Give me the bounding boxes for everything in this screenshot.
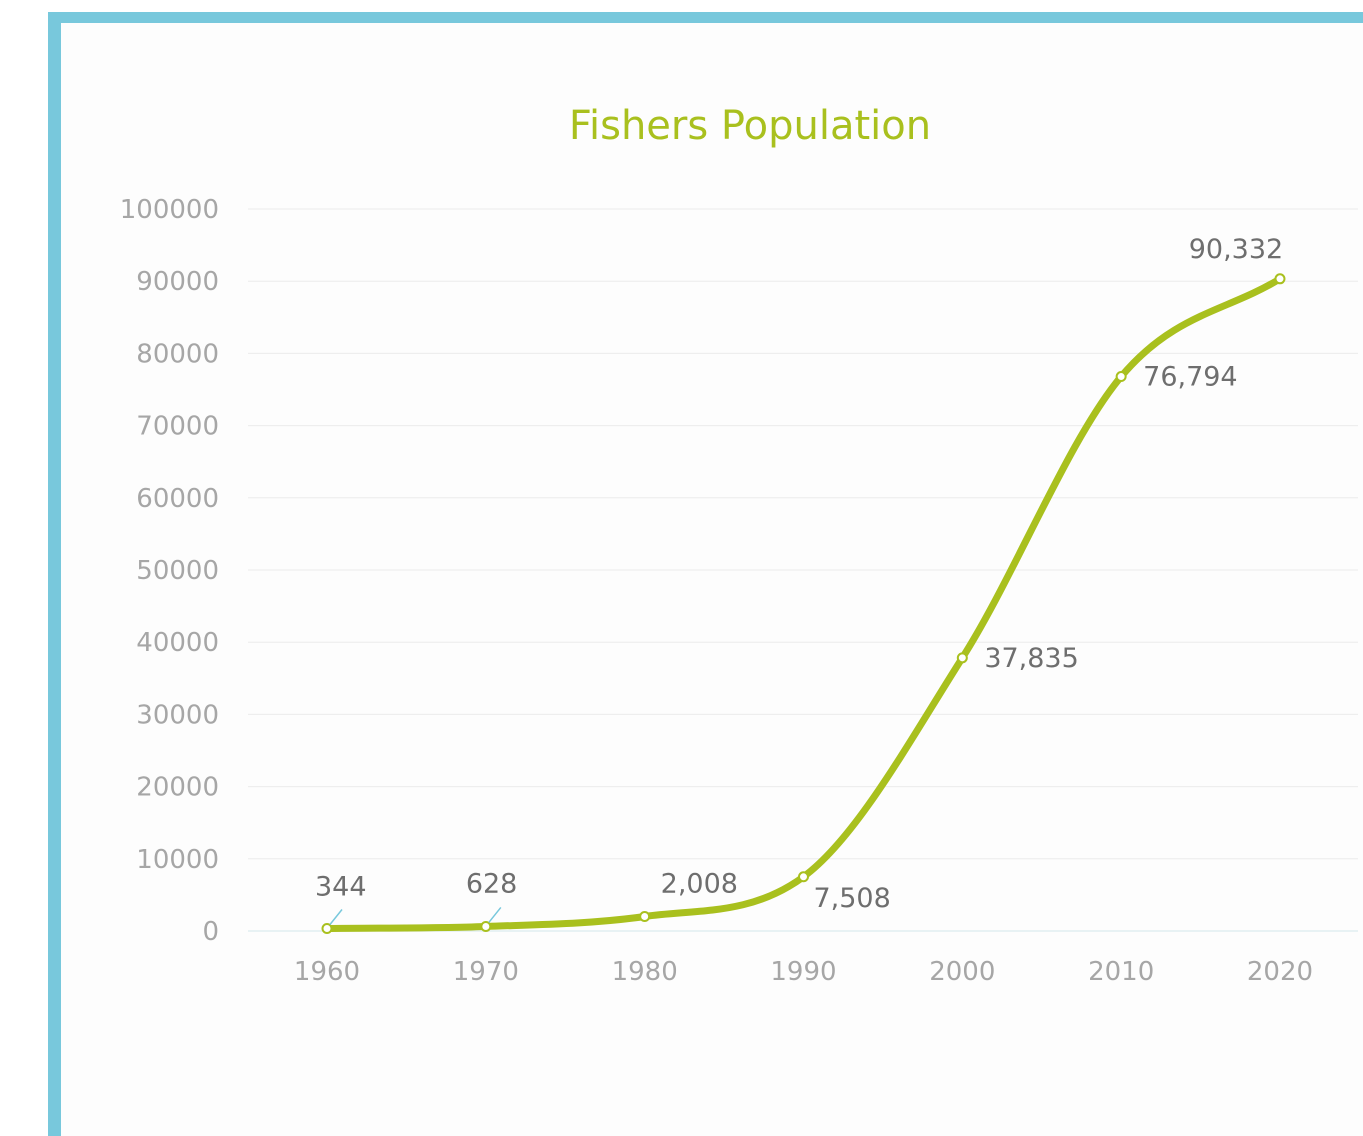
data-point-1980 [639,911,651,923]
y-tick-label: 0 [202,917,219,947]
data-point-2000 [956,652,968,664]
x-axis-ticks: 1960 1970 1980 1990 2000 2010 2020 [294,957,1313,987]
y-tick-label: 90000 [136,267,219,297]
data-point-2010 [1115,371,1127,383]
series-layer [323,275,1284,933]
y-tick-label: 50000 [136,556,219,586]
y-tick-label: 100000 [120,195,219,225]
data-label-1980: 2,008 [661,869,738,900]
data-label-1960: 344 [315,872,367,903]
chart-title: Fishers Population [569,103,931,149]
x-tick-label: 1960 [294,957,360,987]
label-leader-line [488,906,502,923]
data-points [321,273,1286,935]
data-label-2000: 37,835 [984,643,1078,674]
x-tick-label: 1980 [612,957,678,987]
series-line [323,275,1284,933]
y-axis-ticks: 0 10000 20000 30000 40000 50000 60000 70000 8000… [120,195,219,947]
x-tick-label: 2000 [929,957,995,987]
x-tick-label: 1990 [770,957,836,987]
x-tick-label: 2020 [1247,957,1313,987]
x-tick-label: 2010 [1088,957,1154,987]
y-tick-label: 30000 [136,700,219,730]
data-label-1970: 628 [466,868,518,899]
data-point-1970 [480,920,492,932]
data-label-2010: 76,794 [1143,362,1237,393]
y-tick-label: 20000 [136,773,219,803]
y-tick-label: 10000 [136,845,219,875]
x-tick-label: 1970 [453,957,519,987]
data-point-2020 [1274,273,1286,285]
y-tick-label: 80000 [136,339,219,369]
y-tick-label: 70000 [136,412,219,442]
label-leader-line [329,909,343,925]
y-tick-label: 40000 [136,628,219,658]
data-label-2020: 90,332 [1189,234,1283,265]
y-tick-label: 60000 [136,484,219,514]
data-point-1960 [321,923,333,935]
data-point-1990 [797,871,809,883]
data-label-1990: 7,508 [813,883,890,914]
data-labels: 344 628 2,008 7,508 37,835 76,794 90,332 [315,234,1283,925]
